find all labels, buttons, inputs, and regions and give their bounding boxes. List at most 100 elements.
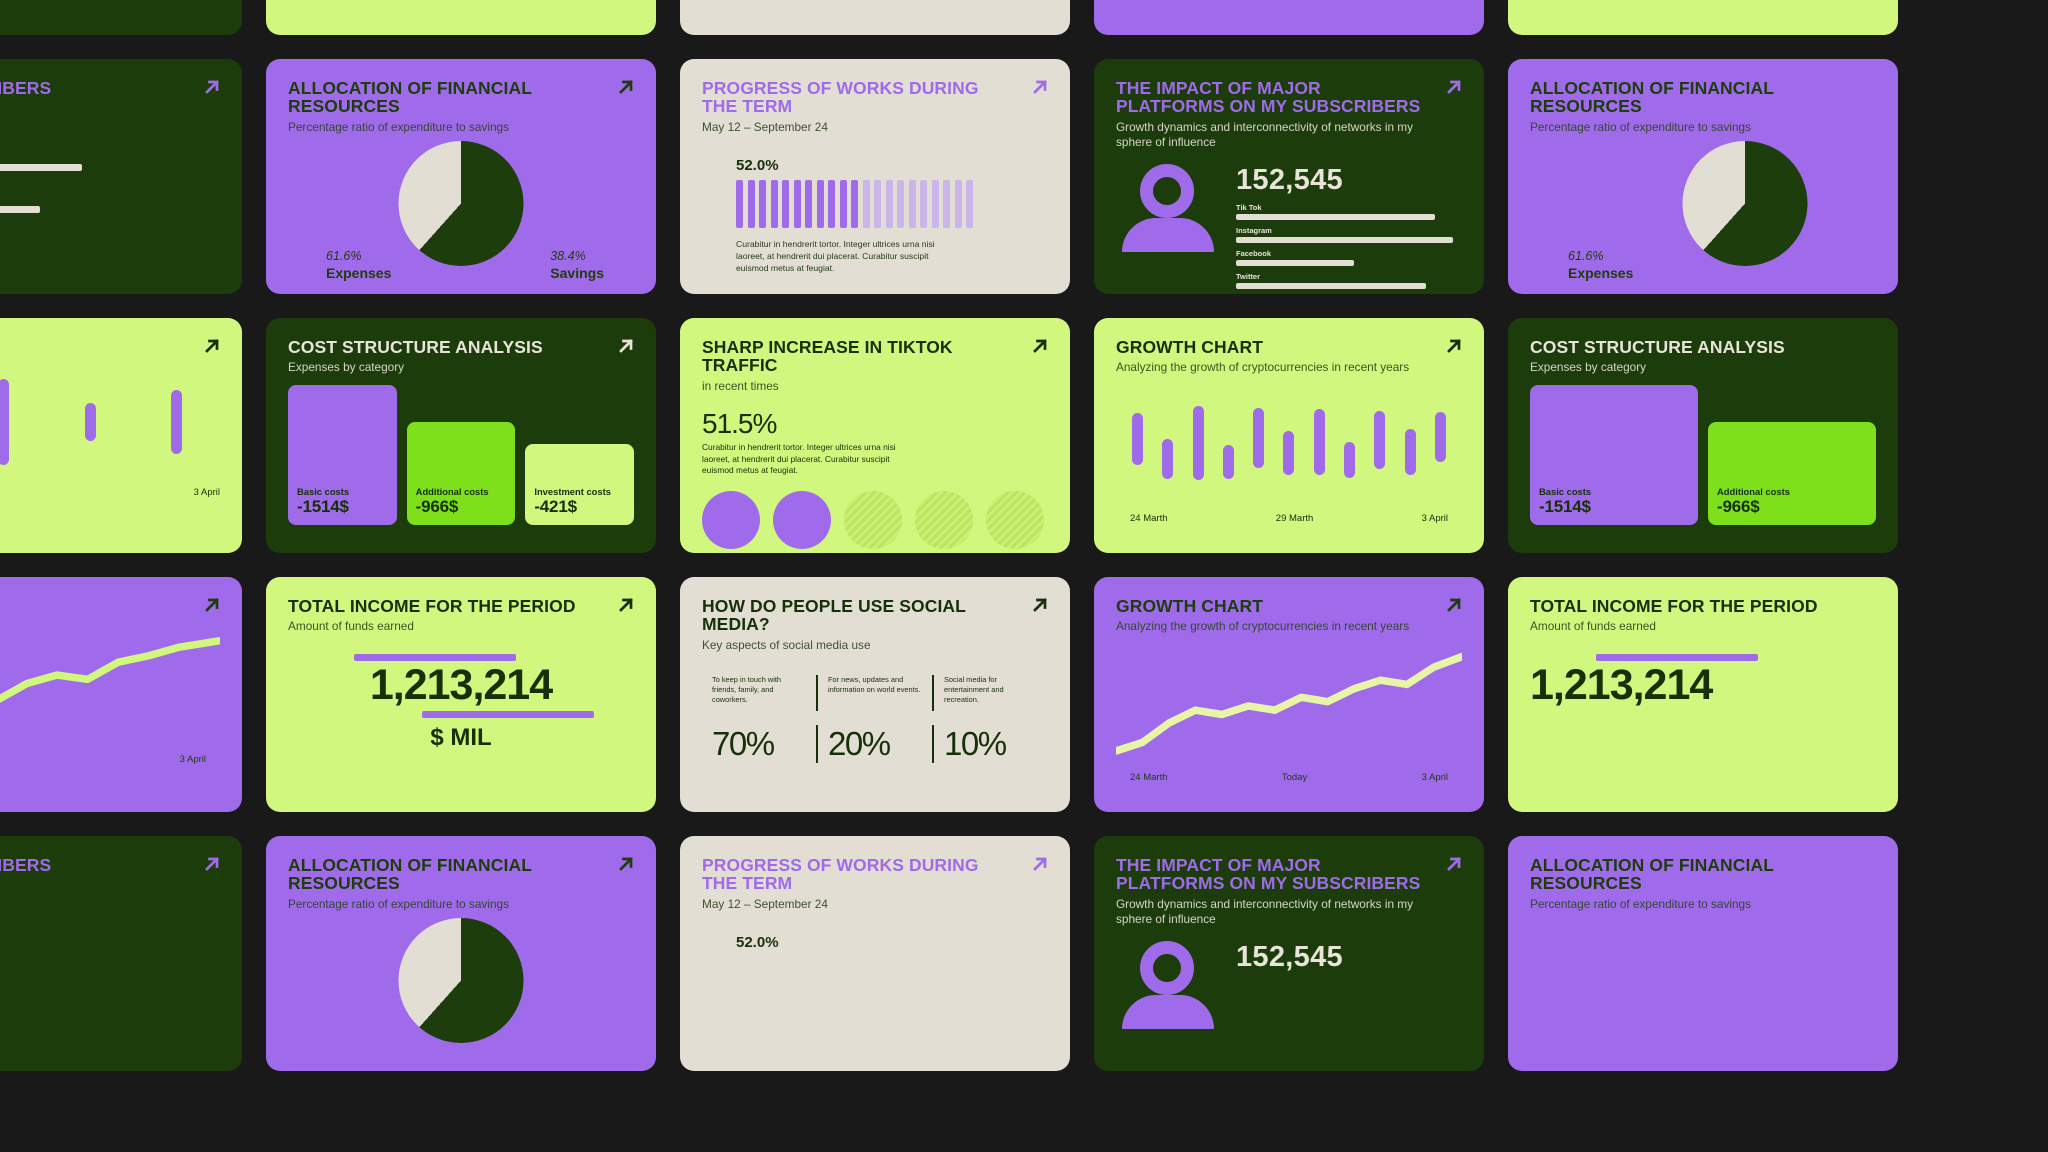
pct-col-3: 10% [932, 724, 1048, 763]
card-subtitle: Percentage ratio of expenditure to savin… [1530, 896, 1752, 911]
arrow-up-right-icon[interactable] [616, 77, 636, 97]
card-subtitle: Expenses by category [1530, 360, 1647, 375]
progress-body: Curabitur in hendrerit tortor. Integer u… [736, 238, 935, 273]
arrow-up-right-icon[interactable] [1444, 336, 1464, 356]
card-platforms[interactable]: THE IMPACT OF MAJOR PLATFORMS ON MY SUBS… [1094, 59, 1484, 294]
card-allocation-bottom-right[interactable]: ALLOCATION OF FINANCIAL RESOURCES Percen… [1508, 836, 1898, 1071]
card-progress[interactable]: PROGRESS OF WORKS DURING THE TERM May 12… [680, 59, 1070, 294]
pie-slices [398, 917, 524, 1043]
arrow-up-right-icon[interactable] [1444, 77, 1464, 97]
arrow-up-right-icon[interactable] [202, 595, 222, 615]
social-column: For news, updates and information on wor… [816, 674, 932, 711]
arrow-up-right-icon[interactable] [202, 854, 222, 874]
axis-label-date: 3 April [179, 754, 206, 766]
card-title: THE IMPACT OF MAJOR PLATFORMS ON MY SUBS… [1116, 855, 1421, 894]
card-growth-line[interactable]: GROWTH CHART Analyzing the growth of cry… [1094, 577, 1484, 812]
card-subscribers-bottom[interactable]: N MY SUBSCRIBERS 45 [0, 836, 242, 1071]
card-allocation-bottom[interactable]: ALLOCATION OF FINANCIAL RESOURCES Percen… [266, 836, 656, 1071]
arrow-up-right-icon[interactable] [1030, 595, 1050, 615]
card-total-income-right[interactable]: TOTAL INCOME FOR THE PERIOD Amount of fu… [1508, 577, 1898, 812]
circle-filled [773, 491, 831, 550]
platform-name: Twitter [1236, 271, 1261, 281]
circle-empty [986, 491, 1044, 550]
card-blank-top[interactable] [1508, 0, 1898, 35]
candlestick-chart [0, 357, 220, 487]
platform-row: Twitter [1236, 272, 1462, 289]
card-subtitle: Growth dynamics and interconnectivity of… [1116, 896, 1414, 926]
card-line-top[interactable]: 24 Marth Today 3 April [1094, 0, 1484, 35]
card-subtitle: Key aspects of social media use [702, 637, 871, 652]
progress-stripes [736, 179, 1048, 228]
card-title: ALLOCATION OF FINANCIAL RESOURCES [288, 78, 532, 117]
cost-bar-additional: Additional costs -966$ [406, 421, 516, 526]
arrow-up-right-icon[interactable] [202, 336, 222, 356]
card-subtitle: in recent years [0, 601, 220, 616]
card-subtitle: Growth dynamics and interconnectivity of… [1116, 119, 1414, 149]
card-percents-top[interactable]: 70% 20% 10% [680, 0, 1070, 35]
arrow-up-right-icon[interactable] [1030, 77, 1050, 97]
arrow-up-right-icon[interactable] [616, 854, 636, 874]
cost-bar-label: Basic costs [297, 486, 350, 498]
card-cost-structure-right[interactable]: COST STRUCTURE ANALYSIS Expenses by cate… [1508, 318, 1898, 553]
card-tiktok[interactable]: SHARP INCREASE IN TIKTOK TRAFFIC in rece… [680, 318, 1070, 553]
card-title: N MY SUBSCRIBERS [0, 78, 52, 98]
axis-tick-0: 24 Marth [1130, 513, 1168, 525]
card-allocation[interactable]: ALLOCATION OF FINANCIAL RESOURCES Percen… [266, 59, 656, 294]
cost-bars: Basic costs -1514$ Additional costs -966… [288, 385, 635, 526]
social-column: To keep in touch with friends, family, a… [702, 675, 816, 711]
card-candles-left[interactable]: in recent years 3 April [0, 318, 242, 553]
card-allocation-right[interactable]: ALLOCATION OF FINANCIAL RESOURCES Percen… [1508, 59, 1898, 294]
card-subtitle: Amount of funds earned [1530, 619, 1656, 634]
arrow-up-right-icon[interactable] [202, 77, 222, 97]
platform-bar [1236, 213, 1435, 220]
tiktok-value: 51.5% [702, 407, 777, 439]
arrow-up-right-icon[interactable] [1030, 336, 1050, 356]
card-growth-bars[interactable]: GROWTH CHART Analyzing the growth of cry… [1094, 318, 1484, 553]
platform-row: Instagram [1236, 226, 1462, 243]
card-subtitle: May 12 – September 24 [702, 896, 828, 911]
arrow-up-right-icon[interactable] [616, 336, 636, 356]
subscriber-count: 45 [0, 884, 220, 929]
card-line-left[interactable]: in recent years Today 3 April [0, 577, 242, 812]
card-subtitle: Amount of funds earned [288, 619, 414, 634]
platform-bar [1236, 282, 1426, 289]
pie-pct-expenses: 61.6% [1568, 249, 1604, 264]
card-progress-bottom[interactable]: PROGRESS OF WORKS DURING THE TERM May 12… [680, 836, 1070, 1071]
card-subtitle: Analyzing the growth of cryptocurrencies… [1116, 360, 1410, 375]
platform-bar [1236, 236, 1453, 243]
card-cost-structure[interactable]: COST STRUCTURE ANALYSIS Expenses by cate… [266, 318, 656, 553]
card-title: SHARP INCREASE IN TIKTOK TRAFFIC [702, 337, 953, 376]
avatar [1122, 163, 1214, 252]
card-title: TOTAL INCOME FOR THE PERIOD [288, 596, 576, 616]
card-subtitle: Percentage ratio of expenditure to savin… [1530, 119, 1752, 134]
card-title: COST STRUCTURE ANALYSIS [288, 337, 543, 357]
pie-legend-savings: 38.4% Savings [550, 249, 604, 282]
card-total-income[interactable]: TOTAL INCOME FOR THE PERIOD Amount of fu… [266, 577, 656, 812]
social-column: Social media for entertainment and recre… [932, 674, 1048, 711]
cost-bar-label: Additional costs [1717, 486, 1790, 498]
cost-bar-label: Additional costs [415, 486, 489, 498]
card-title: TOTAL INCOME FOR THE PERIOD [1530, 596, 1818, 616]
pie-pct-savings: 38.4% [550, 249, 586, 264]
card-subscribers-left[interactable]: N MY SUBSCRIBERS 45 [0, 59, 242, 294]
card-platforms-bottom[interactable]: THE IMPACT OF MAJOR PLATFORMS ON MY SUBS… [1094, 836, 1484, 1071]
card-social-media[interactable]: HOW DO PEOPLE USE SOCIAL MEDIA? Key aspe… [680, 577, 1070, 812]
cost-bar-basic: Basic costs -1514$ [288, 385, 397, 526]
cost-bar-label: Investment costs [534, 486, 611, 498]
card-mil-only[interactable]: $ MIL [266, 0, 656, 35]
pie-label-expenses: Expenses [1568, 265, 1634, 282]
social-column-text: For news, updates and information on wor… [828, 674, 921, 694]
line-chart [1116, 648, 1462, 766]
arrow-up-right-icon[interactable] [1444, 854, 1464, 874]
rule-top [1596, 654, 1758, 662]
axis-tick-1: 29 Marth [1275, 513, 1314, 525]
card-subscribers-mini[interactable]: Today 3 April [0, 0, 242, 35]
card-subtitle: Expenses by category [288, 360, 405, 375]
arrow-up-right-icon[interactable] [616, 595, 636, 615]
social-column-text: To keep in touch with friends, family, a… [712, 674, 782, 704]
circle-empty [844, 491, 902, 550]
platform-row: Facebook [1236, 249, 1462, 266]
arrow-up-right-icon[interactable] [1444, 595, 1464, 615]
cost-bar-value: -966$ [415, 497, 459, 517]
arrow-up-right-icon[interactable] [1030, 854, 1050, 874]
